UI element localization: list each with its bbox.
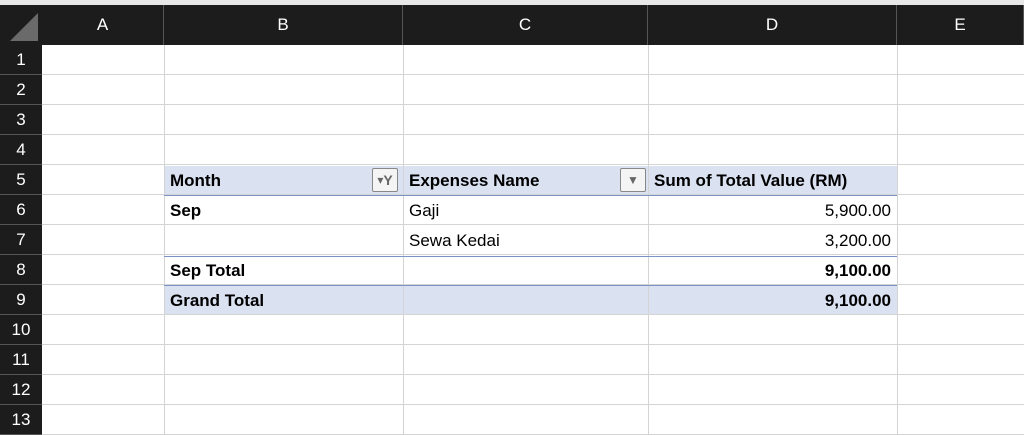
gridline-row bbox=[42, 224, 1024, 225]
gridline-row bbox=[42, 164, 1024, 165]
column-header-e[interactable]: E bbox=[897, 5, 1024, 45]
select-all-button[interactable] bbox=[0, 5, 43, 45]
pivot-subtotal-label[interactable]: Sep Total bbox=[170, 261, 246, 280]
pivot-subtotal-border bbox=[164, 256, 897, 257]
pivot-header-expenses-name[interactable]: Expenses Name bbox=[409, 171, 540, 190]
gridline-row bbox=[42, 284, 1024, 285]
gridline-column bbox=[897, 45, 898, 434]
gridline-row bbox=[42, 194, 1024, 195]
row-header-1[interactable]: 1 bbox=[0, 45, 42, 75]
pivot-header-month[interactable]: Month bbox=[170, 171, 221, 190]
column-header-d[interactable]: D bbox=[648, 5, 897, 45]
gridline-row bbox=[42, 134, 1024, 135]
gridline-row bbox=[42, 344, 1024, 345]
pivot-header-sum[interactable]: Sum of Total Value (RM) bbox=[654, 171, 848, 190]
gridline-row bbox=[42, 404, 1024, 405]
gridline-row bbox=[42, 374, 1024, 375]
pivot-month-cell[interactable] bbox=[164, 226, 403, 256]
window-top-strip bbox=[0, 0, 1024, 5]
pivot-grand-total-border bbox=[164, 285, 897, 286]
pivot-value-cell[interactable]: 5,900.00 bbox=[824, 201, 891, 220]
pivot-header-band bbox=[164, 166, 897, 195]
dropdown-arrow-icon[interactable]: ▼ bbox=[620, 168, 646, 192]
pivot-grand-total-label[interactable]: Grand Total bbox=[170, 291, 265, 310]
pivot-month-cell[interactable]: Sep bbox=[170, 201, 202, 220]
column-header-a[interactable]: A bbox=[42, 5, 164, 45]
row-header-5[interactable]: 5 bbox=[0, 165, 42, 195]
row-header-8[interactable]: 8 bbox=[0, 255, 42, 285]
gridline-row bbox=[42, 104, 1024, 105]
pivot-grand-total-band bbox=[164, 286, 897, 315]
pivot-header-border bbox=[164, 195, 897, 196]
row-header-12[interactable]: 12 bbox=[0, 375, 42, 405]
gridline-column bbox=[164, 45, 165, 434]
row-header-11[interactable]: 11 bbox=[0, 345, 42, 375]
pivot-expense-name-cell[interactable]: Gaji bbox=[409, 201, 440, 220]
filter-dropdown-icon[interactable]: ▾ Y bbox=[372, 168, 398, 192]
row-header-9[interactable]: 9 bbox=[0, 285, 42, 315]
row-header-7[interactable]: 7 bbox=[0, 225, 42, 255]
gridline-column bbox=[648, 45, 649, 434]
column-header-c[interactable]: C bbox=[403, 5, 648, 45]
gridline-row bbox=[42, 74, 1024, 75]
gridline-column bbox=[403, 45, 404, 434]
gridline-row bbox=[42, 314, 1024, 315]
column-header-b[interactable]: B bbox=[164, 5, 403, 45]
row-header-6[interactable]: 6 bbox=[0, 195, 42, 225]
gridline-row bbox=[42, 254, 1024, 255]
pivot-expense-name-cell[interactable]: Sewa Kedai bbox=[409, 231, 500, 250]
pivot-grand-total-value[interactable]: 9,100.00 bbox=[824, 291, 891, 310]
pivot-subtotal-value[interactable]: 9,100.00 bbox=[824, 261, 891, 280]
row-header-2[interactable]: 2 bbox=[0, 75, 42, 105]
row-header-10[interactable]: 10 bbox=[0, 315, 42, 345]
row-header-13[interactable]: 13 bbox=[0, 405, 42, 435]
pivot-value-cell[interactable]: 3,200.00 bbox=[824, 231, 891, 250]
row-header-3[interactable]: 3 bbox=[0, 105, 42, 135]
row-header-4[interactable]: 4 bbox=[0, 135, 42, 165]
